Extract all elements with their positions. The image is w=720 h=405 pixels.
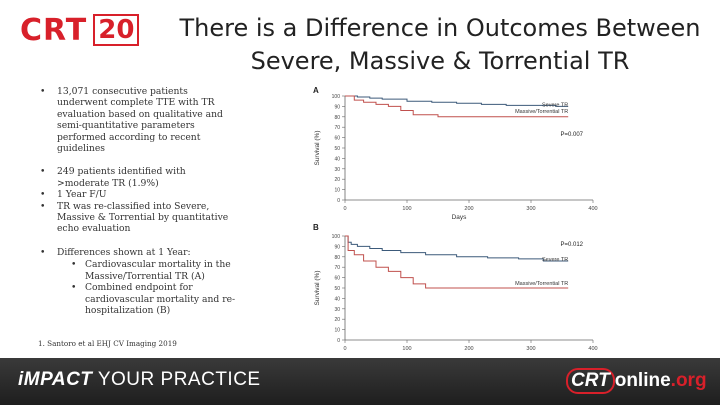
y-tick-label: 60 (334, 136, 340, 142)
bullet-item: TR was re-classified into Severe, Massiv… (40, 201, 240, 235)
x-tick-label: 400 (588, 346, 597, 352)
y-tick-label: 80 (334, 115, 340, 121)
bullet-item: 1 Year F/U (40, 189, 240, 201)
km-series-line (345, 235, 569, 289)
panel-label: A (313, 86, 319, 95)
series-label: Severe TR (542, 257, 568, 263)
x-tick-label: 200 (464, 206, 473, 212)
footer-tagline: iMPACT YOUR PRACTICE (18, 369, 261, 391)
x-tick-label: 0 (343, 346, 346, 352)
y-tick-label: 90 (334, 104, 340, 110)
km-series-line (345, 235, 569, 262)
y-tick-label: 20 (334, 177, 340, 183)
y-tick-label: 50 (334, 286, 340, 292)
y-tick-label: 40 (334, 296, 340, 302)
series-label: Massive/Torrential TR (515, 109, 568, 115)
x-axis-label: Days (452, 214, 468, 221)
bullet-list: 13,071 consecutive patients underwent co… (40, 86, 240, 316)
x-tick-label: 0 (343, 206, 346, 212)
y-axis-label: Survival (%) (314, 130, 321, 165)
crtonline-logo-crt: CRT (566, 368, 615, 394)
bullet-item: 13,071 consecutive patients underwent co… (40, 86, 240, 154)
footer-tagline-bold: iMPACT (18, 369, 93, 390)
bullet-item: 249 patients identified with >moderate T… (40, 166, 240, 189)
y-tick-label: 10 (334, 328, 340, 334)
crtonline-logo-org: .org (670, 370, 707, 391)
p-value-annotation: P=0.012 (560, 242, 583, 248)
x-tick-label: 200 (464, 346, 473, 352)
x-tick-label: 400 (588, 206, 597, 212)
bullet-item: Differences shown at 1 Year: Cardiovascu… (40, 247, 240, 316)
km-figure: A 0 10 20 30 40 50 60 70 80 90 100 0 100 200 300 400 Days… (295, 84, 607, 354)
km-series-line (345, 95, 569, 118)
x-tick-label: 100 (402, 346, 411, 352)
km-series-line (345, 95, 569, 107)
bullet-item-text: Differences shown at 1 Year: (57, 246, 191, 258)
footer-tagline-rest: YOUR PRACTICE (92, 369, 261, 390)
sub-bullet-item: Combined endpoint for cardiovascular mor… (57, 282, 240, 316)
y-axis-label: Survival (%) (314, 270, 321, 305)
y-tick-label: 60 (334, 276, 340, 282)
p-value-annotation: P=0.007 (560, 132, 583, 138)
sub-bullet-item: Cardiovascular mortality in the Massive/… (57, 259, 240, 282)
series-label: Severe TR (542, 102, 568, 108)
x-tick-label: 300 (526, 206, 535, 212)
y-tick-label: 20 (334, 317, 340, 323)
x-tick-label: 100 (402, 206, 411, 212)
y-tick-label: 100 (332, 234, 341, 240)
slide-title-line-1: There is a Difference in Outcomes Betwee… (179, 14, 701, 42)
slide-title: There is a Difference in Outcomes Betwee… (170, 12, 710, 78)
y-tick-label: 100 (332, 94, 341, 100)
x-tick-label: 300 (526, 346, 535, 352)
logo-year-box: 20 (91, 14, 140, 46)
y-tick-label: 0 (337, 338, 340, 344)
y-tick-label: 90 (334, 244, 340, 250)
y-tick-label: 40 (334, 156, 340, 162)
y-tick-label: 0 (337, 198, 340, 204)
crtonline-logo: CRT online.org (566, 368, 707, 394)
crtonline-logo-online: online (614, 370, 671, 391)
y-tick-label: 10 (334, 188, 340, 194)
y-tick-label: 30 (334, 167, 340, 173)
y-tick-label: 80 (334, 255, 340, 261)
logo-crt-text: CRT (20, 12, 88, 48)
y-tick-label: 30 (334, 307, 340, 313)
y-tick-label: 70 (334, 265, 340, 271)
panel-label: B (313, 223, 319, 232)
logo-year-text: 20 (93, 14, 140, 46)
footer-bar: iMPACT YOUR PRACTICE CRT online.org (0, 358, 720, 405)
crt20-logo: CRT 20 (20, 12, 140, 48)
y-tick-label: 50 (334, 146, 340, 152)
slide-title-line-2: Severe, Massive & Torrential TR (250, 47, 630, 75)
reference-citation: 1. Santoro et al EHJ CV Imaging 2019 (38, 339, 177, 348)
y-tick-label: 70 (334, 125, 340, 131)
series-label: Massive/Torrential TR (515, 281, 568, 287)
sub-bullet-list: Cardiovascular mortality in the Massive/… (57, 259, 240, 316)
